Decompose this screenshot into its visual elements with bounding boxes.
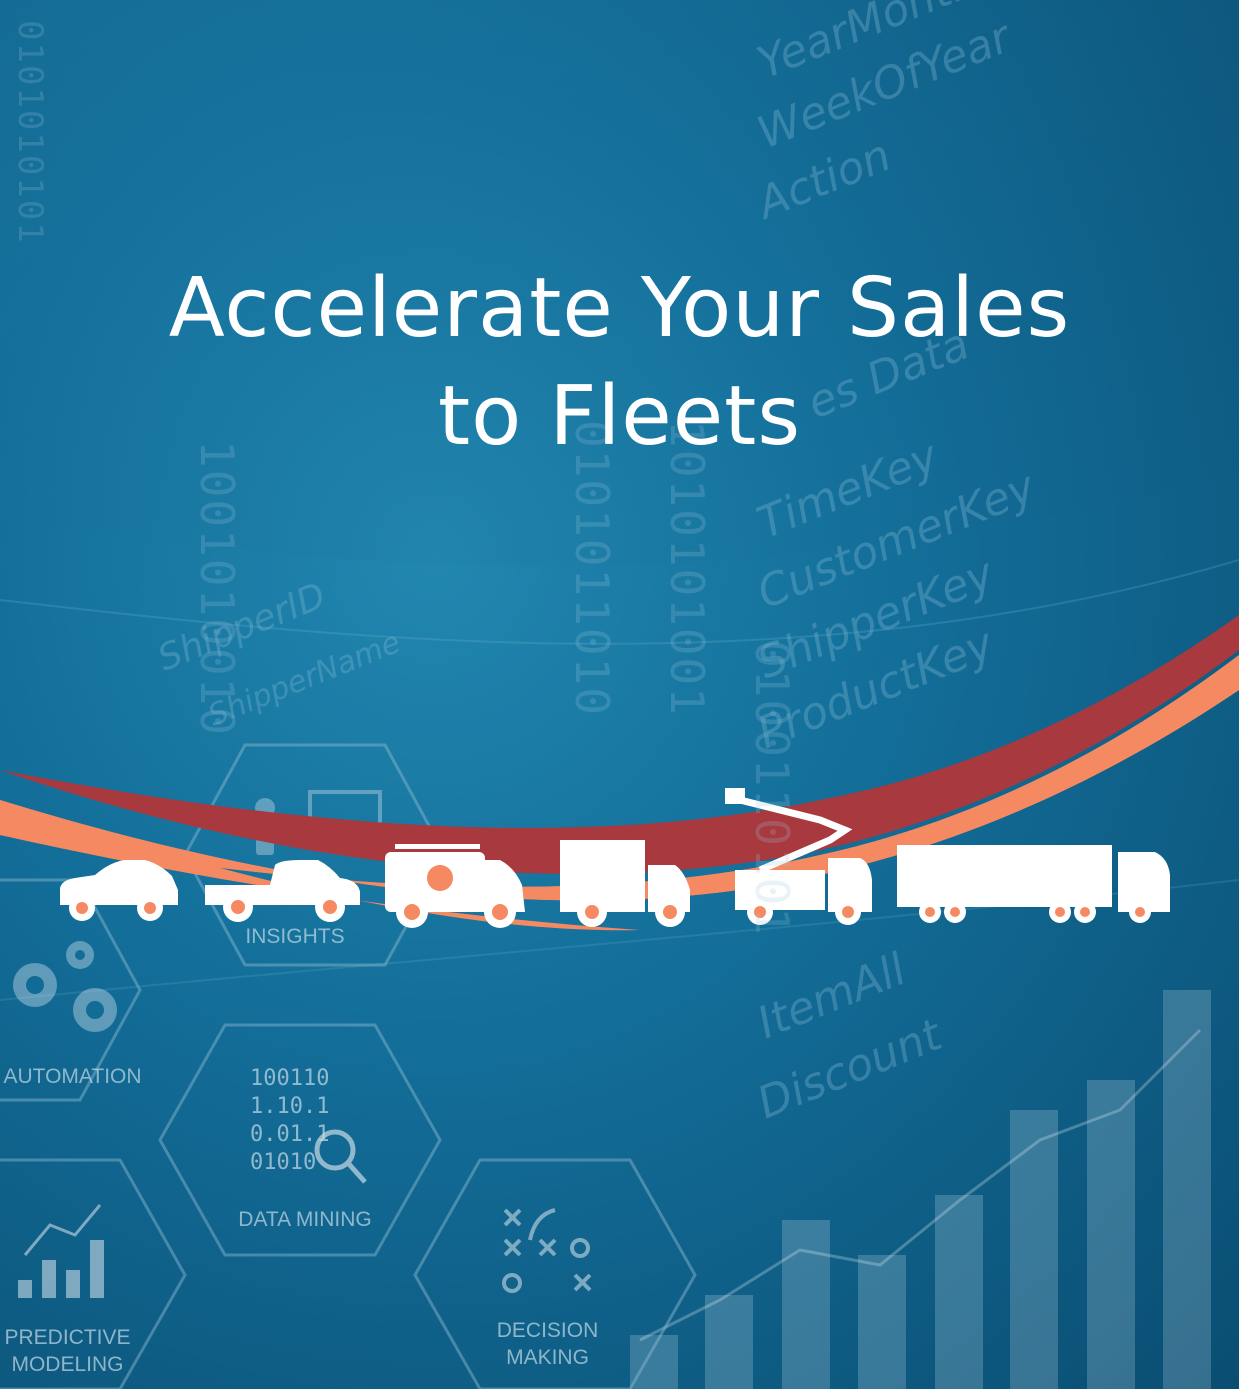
title-line-1: Accelerate Your Sales (168, 261, 1071, 356)
decision-label: DECISION (496, 1319, 599, 1342)
binary-strip: 1010101001 (660, 420, 714, 717)
bar-chart-graphic (630, 990, 1211, 1389)
play-diagram-icon (502, 1208, 592, 1293)
title-line-2: to Fleets (437, 369, 802, 464)
pickup-truck-icon (205, 860, 360, 922)
insights-label: INSIGHTS (245, 925, 345, 948)
semi-truck-icon (897, 845, 1170, 923)
automation-label: AUTOMATION (3, 1065, 142, 1088)
gears-icon (13, 941, 117, 1032)
bits-row: 01010 (250, 1150, 317, 1175)
magnifier-icon (314, 1129, 367, 1184)
binary-strip: 0101010101 (10, 20, 50, 245)
predictive-label: PREDICTIVE (4, 1326, 131, 1349)
bits-row: 1.10.1 (250, 1094, 330, 1119)
box-truck-icon (560, 840, 690, 927)
modeling-label: MODELING (11, 1353, 124, 1376)
binary-strip: 1001010010 (190, 440, 244, 737)
swoosh-red (0, 615, 1239, 874)
binary-strip: 0100110101 (745, 640, 799, 937)
page-title: Accelerate Your Sales to Fleets (0, 255, 1239, 471)
bucket-truck-icon (725, 788, 872, 925)
bits-row: 100110 (250, 1066, 330, 1091)
data-mining-label: DATA MINING (238, 1208, 372, 1231)
making-label: MAKING (506, 1346, 589, 1369)
binary-strip: 0101011010 (565, 420, 619, 717)
predictive-chart-icon (18, 1204, 104, 1298)
hvac-van-icon (385, 844, 525, 928)
bits-row: 0.01.1 (250, 1122, 330, 1147)
car-icon (60, 860, 178, 921)
data-mining-bits: 100110 1.10.1 0.01.1 01010 (250, 1065, 329, 1177)
